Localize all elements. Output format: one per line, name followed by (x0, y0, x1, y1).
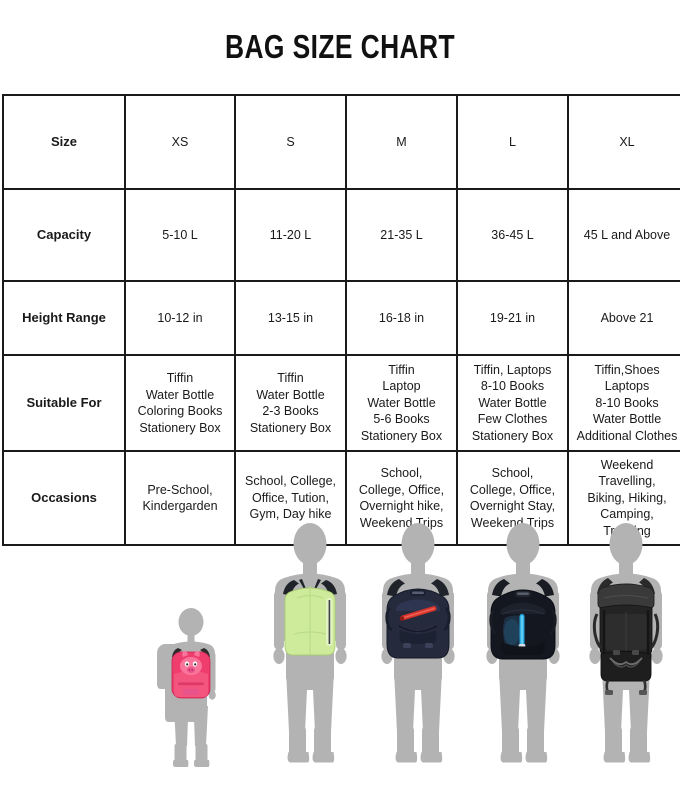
adult-silhouette-with-black-blue-backpack-icon (486, 523, 560, 763)
cell-size-xl: XL (567, 94, 680, 190)
cell-suitable-xl: Tiffin,Shoes Laptops 8-10 Books Water Bo… (567, 354, 680, 452)
cell-size-l: L (456, 94, 569, 190)
row-label-suitable-for: Suitable For (2, 354, 126, 452)
cell-height-xl: Above 21 (567, 280, 680, 356)
cell-capacity-xl: 45 L and Above (567, 188, 680, 282)
cell-occasions-s: School, College, Office, Tution, Gym, Da… (234, 450, 347, 546)
row-label-size: Size (2, 94, 126, 190)
adult-silhouette-with-trekking-backpack-icon (589, 523, 663, 763)
cell-capacity-m: 21-35 L (345, 188, 458, 282)
cell-height-s: 13-15 in (234, 280, 347, 356)
figure-s (264, 522, 356, 770)
adult-silhouette-with-navy-backpack-icon (381, 523, 455, 763)
figure-xs (152, 608, 230, 770)
cell-height-l: 19-21 in (456, 280, 569, 356)
child-silhouette-with-pink-backpack-icon (157, 608, 216, 767)
figure-m (372, 522, 464, 770)
adult-silhouette-with-green-backpack-icon (273, 523, 347, 763)
row-label-capacity: Capacity (2, 188, 126, 282)
row-label-occasions: Occasions (2, 450, 126, 546)
dark-trekking-backpack-icon (592, 583, 660, 695)
cell-capacity-l: 36-45 L (456, 188, 569, 282)
cell-size-m: M (345, 94, 458, 190)
cell-size-xs: XS (124, 94, 236, 190)
cell-capacity-xs: 5-10 L (124, 188, 236, 282)
green-slim-backpack-icon (284, 586, 336, 656)
cell-suitable-s: Tiffin Water Bottle 2-3 Books Stationery… (234, 354, 347, 452)
table-row-suitable-for: Suitable For Tiffin Water Bottle Colorin… (2, 354, 680, 452)
table-row-height-range: Height Range 10-12 in 13-15 in 16-18 in … (2, 280, 680, 356)
cell-size-s: S (234, 94, 347, 190)
pink-kids-backpack-icon (171, 650, 211, 699)
table-row-capacity: Capacity 5-10 L 11-20 L 21-35 L 36-45 L … (2, 188, 680, 282)
navy-red-stripe-backpack-icon (385, 588, 451, 659)
figure-l (477, 522, 569, 770)
cell-suitable-m: Tiffin Laptop Water Bottle 5-6 Books Sta… (345, 354, 458, 452)
figure-illustration-row (0, 512, 680, 800)
cell-occasions-xs: Pre-School, Kindergarden (124, 450, 236, 546)
cell-occasions-l: School, College, Office, Overnight Stay,… (456, 450, 569, 546)
figure-xl (580, 522, 672, 770)
page-title: BAG SIZE CHART (225, 28, 455, 65)
cell-capacity-s: 11-20 L (234, 188, 347, 282)
cell-height-xs: 10-12 in (124, 280, 236, 356)
cell-suitable-l: Tiffin, Laptops 8-10 Books Water Bottle … (456, 354, 569, 452)
row-label-height-range: Height Range (2, 280, 126, 356)
black-blue-stripe-backpack-icon (489, 589, 557, 660)
cell-height-m: 16-18 in (345, 280, 458, 356)
cell-suitable-xs: Tiffin Water Bottle Coloring Books Stati… (124, 354, 236, 452)
table-row-size: Size XS S M L XL (2, 94, 680, 190)
table-row-occasions: Occasions Pre-School, Kindergarden Schoo… (2, 450, 680, 546)
bag-size-table: Size XS S M L XL Capacity 5-10 L 11-20 L… (2, 94, 680, 546)
